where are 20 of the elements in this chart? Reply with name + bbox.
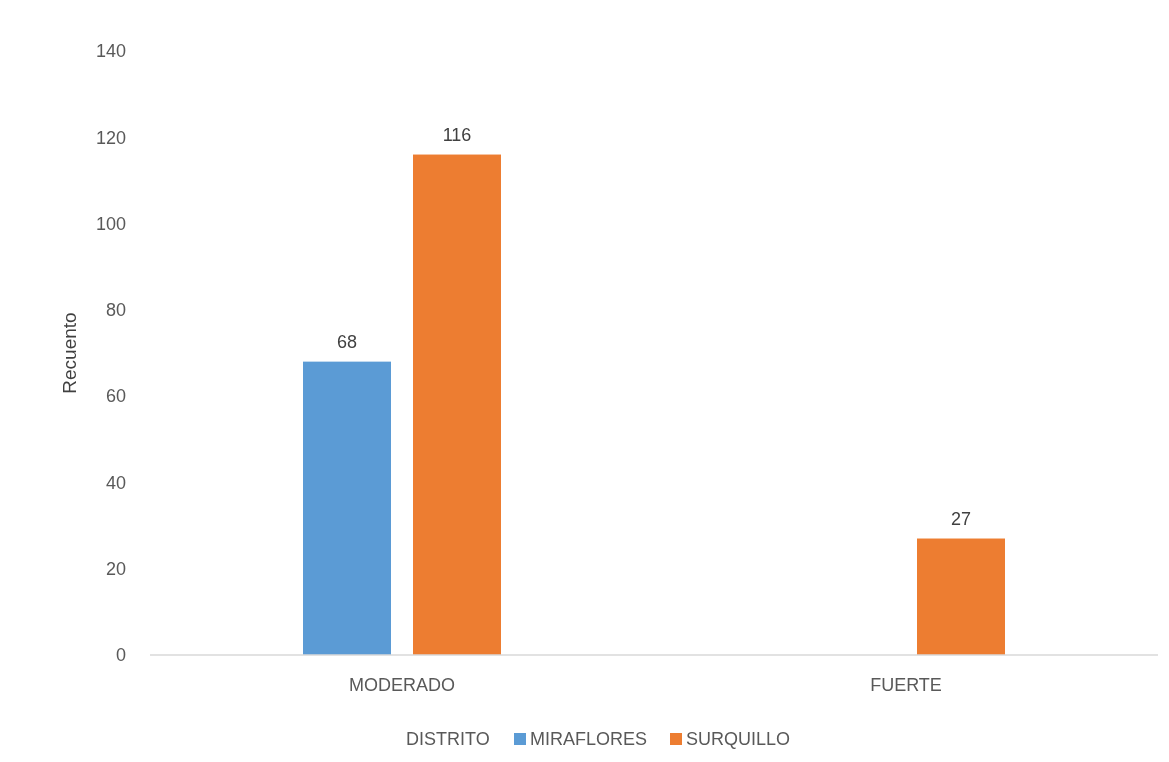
y-tick-label: 20 bbox=[105, 559, 126, 580]
y-tick-label: 120 bbox=[95, 127, 126, 148]
legend-label: MIRAFLORES bbox=[530, 729, 648, 750]
data-label: 68 bbox=[336, 331, 358, 352]
bar bbox=[303, 361, 391, 655]
y-tick-label: 80 bbox=[105, 300, 126, 321]
bar bbox=[917, 538, 1005, 655]
legend-label: SURQUILLO bbox=[686, 729, 791, 750]
data-label: 116 bbox=[442, 124, 472, 145]
x-tick-label: FUERTE bbox=[870, 675, 942, 695]
y-tick-label: 60 bbox=[105, 386, 126, 407]
y-tick-label: 0 bbox=[115, 645, 126, 666]
y-axis-title: Recuento bbox=[59, 312, 80, 394]
x-tick-label: MODERADO bbox=[348, 675, 456, 695]
y-tick-label: 40 bbox=[105, 472, 126, 493]
data-label: 27 bbox=[950, 508, 972, 529]
bar bbox=[413, 154, 501, 655]
y-tick-label: 140 bbox=[95, 41, 126, 62]
y-tick-label: 100 bbox=[95, 213, 126, 234]
legend-title: DISTRITO bbox=[406, 729, 490, 750]
